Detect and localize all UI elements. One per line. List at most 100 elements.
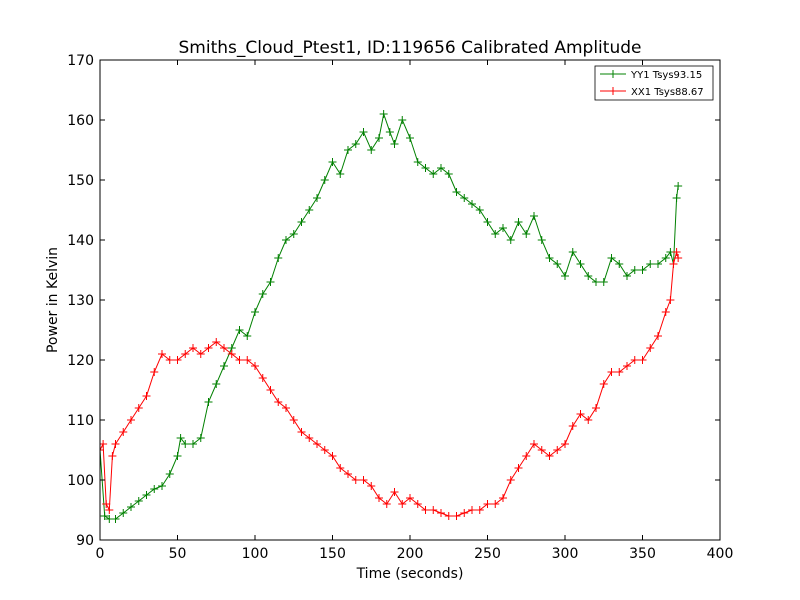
series-1-point <box>592 404 600 412</box>
series-1-point <box>158 350 166 358</box>
series-1-point <box>204 344 213 352</box>
series-0-point <box>251 308 259 316</box>
series-1-point <box>506 476 515 484</box>
legend-label-yy1: YY1 Tsys93.15 <box>630 70 702 81</box>
series-0-point <box>429 170 438 178</box>
series-1-point <box>108 452 117 460</box>
series-0-point <box>623 272 631 280</box>
series-0-point <box>545 254 554 262</box>
x-axis-label: Time (seconds) <box>356 566 464 582</box>
series-0-point <box>437 164 445 172</box>
x-axis: 0 50 100 150 200 250 300 350 400 <box>96 60 734 562</box>
series-1-point <box>421 506 430 514</box>
series-0-point <box>385 128 394 136</box>
series-1-point <box>382 500 391 508</box>
legend-marker-yy1 <box>609 70 617 78</box>
series-0-point <box>475 206 484 214</box>
series-1-point <box>553 446 562 454</box>
series-0-point <box>468 200 476 208</box>
series-0-point <box>398 116 407 124</box>
y-tick-label: 120 <box>67 353 94 369</box>
series-0-point <box>499 224 507 232</box>
series-0-point <box>561 272 569 280</box>
series-0-point <box>243 332 252 340</box>
chart-title: Smiths_Cloud_Ptest1, ID:119656 Calibrate… <box>179 38 642 58</box>
series-1-point <box>134 404 143 412</box>
series-1-point <box>545 452 554 460</box>
series-1-point <box>313 440 321 448</box>
series-1-point <box>150 368 159 376</box>
series-1-point <box>375 494 383 502</box>
series-0-point <box>537 236 546 244</box>
y-tick-label: 170 <box>67 53 94 69</box>
legend-entry-yy1: YY1 Tsys93.15 <box>600 70 702 81</box>
series-0-point <box>460 194 469 202</box>
series-0-point <box>320 176 329 184</box>
x-tick-label: 300 <box>552 546 579 562</box>
series-0-point <box>150 485 159 493</box>
series-0-point <box>514 218 523 226</box>
series-1-point <box>607 368 616 376</box>
x-tick-label: 200 <box>397 546 424 562</box>
series-1-point <box>413 500 422 508</box>
series-0-point <box>491 230 500 238</box>
series-0-point <box>119 509 128 517</box>
series-1-point <box>672 248 681 256</box>
series-1-point <box>235 356 244 364</box>
series-0-point <box>235 326 244 334</box>
series-1-point <box>336 464 345 472</box>
series-1-point <box>165 356 174 364</box>
series-0-point <box>452 188 461 196</box>
series-1-point <box>297 428 306 436</box>
legend-box <box>594 65 714 101</box>
series-1-point <box>568 422 577 430</box>
series-0-point <box>584 272 593 280</box>
series-1-point <box>537 446 546 454</box>
series-0-point <box>592 278 600 286</box>
series-1-point <box>499 494 507 502</box>
legend-marker-xx1 <box>609 87 617 95</box>
series-0-point <box>289 230 298 238</box>
series-1-point <box>367 482 376 490</box>
series-0-point <box>297 218 306 226</box>
x-tick-label: 350 <box>629 546 656 562</box>
series-0-point <box>646 260 655 268</box>
series-1-point <box>289 416 298 424</box>
series-1-point <box>111 440 120 448</box>
series-1-point <box>460 509 469 517</box>
series-1-point <box>320 446 329 454</box>
legend-entry-xx1: XX1 Tsys88.67 <box>600 87 704 98</box>
series-0-point <box>173 452 182 460</box>
series-1-point <box>483 500 492 508</box>
series-1-point <box>468 506 476 514</box>
series-1-point <box>669 260 678 268</box>
series-1-point <box>258 374 267 382</box>
series-0-point <box>483 218 492 226</box>
series-0-point <box>553 260 562 268</box>
series-1-point <box>220 344 228 352</box>
series-1-point <box>127 416 135 424</box>
series-1-point <box>251 362 259 370</box>
series-1-point <box>522 452 531 460</box>
series-1-point <box>576 410 585 418</box>
y-tick-label: 150 <box>67 173 94 189</box>
series-0-point <box>351 140 360 148</box>
series-0-point <box>367 146 376 154</box>
series-1-point <box>105 506 114 514</box>
series-0-point <box>328 158 337 166</box>
y-tick-label: 100 <box>67 473 94 489</box>
series-1-point <box>119 428 128 436</box>
series-0-point <box>344 146 352 154</box>
series-0-point <box>375 134 383 142</box>
series-0-point <box>100 512 109 520</box>
series-0-point <box>134 497 143 505</box>
series-0-point <box>165 470 174 478</box>
series-1-point <box>181 350 190 358</box>
x-tick-label: 400 <box>707 546 734 562</box>
series-0-point <box>522 230 531 238</box>
series-0-point <box>274 254 283 262</box>
y-axis-label: Power in Kelvin <box>45 247 61 353</box>
series-0-point <box>661 254 670 262</box>
series-0-point <box>189 440 197 448</box>
x-tick-label: 100 <box>242 546 269 562</box>
